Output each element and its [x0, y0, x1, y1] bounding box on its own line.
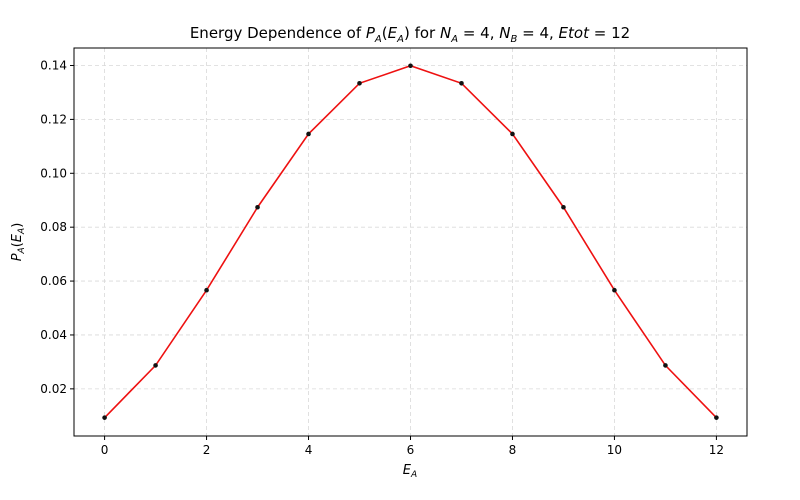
data-point-12 — [714, 415, 719, 420]
x-tick-label-5: 10 — [607, 443, 622, 457]
data-point-10 — [612, 287, 617, 293]
data-point-9 — [561, 204, 566, 210]
x-tick-label-3: 6 — [407, 443, 415, 457]
y-tick-label-6: 0.14 — [40, 59, 67, 73]
axes-layer: 0 2 4 6 8 10 12 0.02 0.04 0.06 0.08 0.10 0.12 0.14 — [40, 47, 748, 457]
grid-layer — [74, 48, 747, 436]
chart-title: Energy Dependence of PA(EA) for NA = 4, … — [190, 24, 630, 45]
y-tick-label-5: 0.12 — [40, 112, 67, 126]
data-point-1 — [153, 363, 158, 368]
x-tick-label-6: 12 — [709, 443, 724, 457]
y-tick-label-2: 0.06 — [40, 274, 67, 288]
data-point-6 — [408, 63, 413, 69]
data-point-5 — [357, 80, 362, 86]
data-point-2 — [204, 287, 209, 293]
x-tick-label-2: 4 — [305, 443, 313, 457]
data-point-11 — [663, 363, 668, 368]
data-point-3 — [255, 204, 260, 210]
y-tick-label-4: 0.10 — [40, 166, 67, 180]
y-tick-label-0: 0.02 — [40, 382, 67, 396]
series-layer — [102, 63, 719, 420]
data-point-4 — [306, 131, 311, 137]
y-tick-label-1: 0.04 — [40, 328, 67, 342]
y-tick-label-3: 0.08 — [40, 220, 67, 234]
x-tick-label-4: 8 — [509, 443, 517, 457]
x-tick-label-1: 2 — [203, 443, 211, 457]
y-axis-label: PA(EA) — [10, 223, 27, 262]
data-point-7 — [459, 80, 464, 86]
x-axis-label: EA — [403, 463, 417, 480]
data-point-8 — [510, 131, 515, 137]
x-tick-label-0: 0 — [101, 443, 109, 457]
data-point-0 — [102, 415, 107, 420]
